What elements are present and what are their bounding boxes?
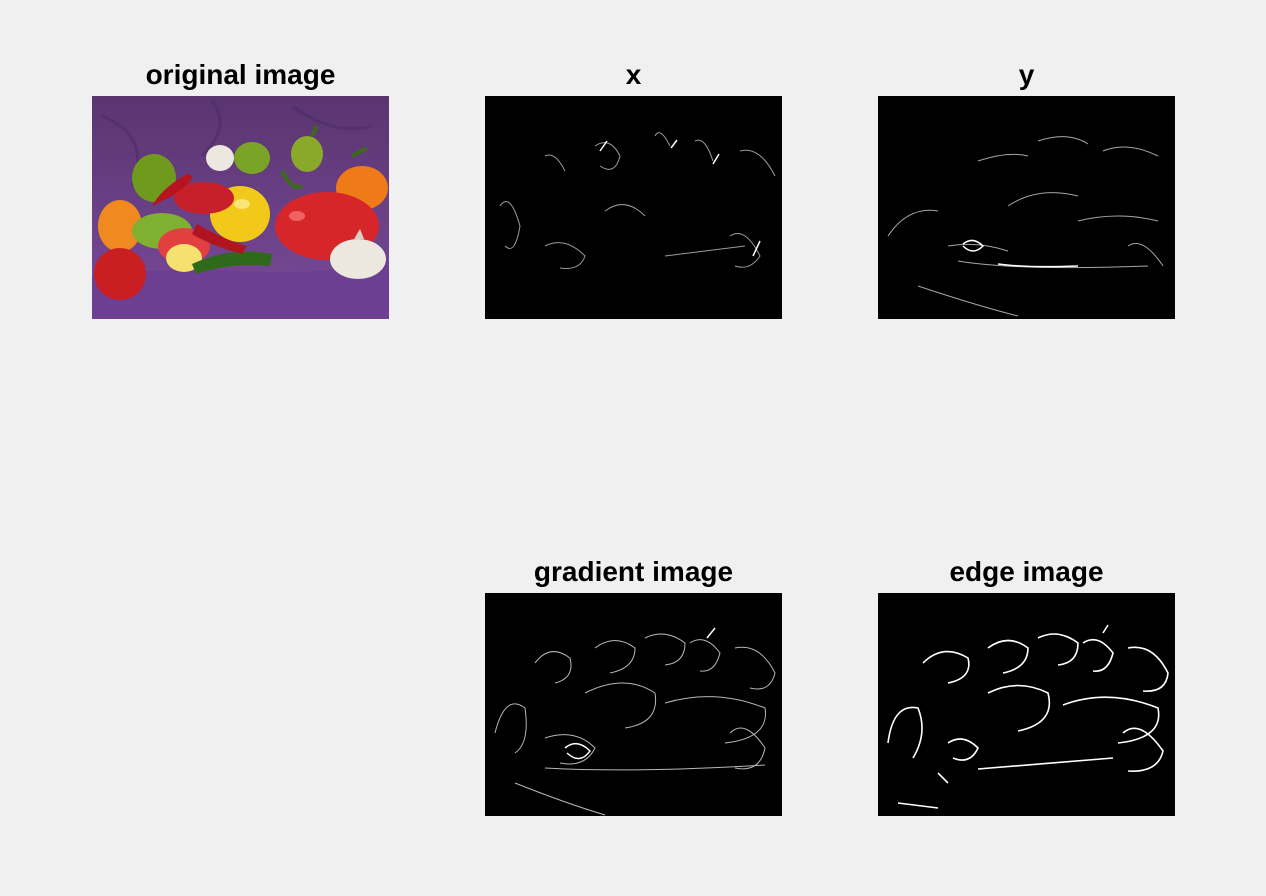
panel-title-x: x <box>625 59 642 90</box>
x-gradient-image <box>485 96 782 319</box>
y-gradient-image <box>878 96 1175 319</box>
original-image <box>92 96 389 319</box>
panel-title-y: y <box>1018 59 1035 90</box>
panel-title-edge: edge image <box>949 556 1104 587</box>
panel-title-original: original image <box>145 59 336 90</box>
edge-image <box>878 593 1175 816</box>
gradient-magnitude-image <box>485 593 782 816</box>
panel-title-gradient: gradient image <box>533 556 734 587</box>
